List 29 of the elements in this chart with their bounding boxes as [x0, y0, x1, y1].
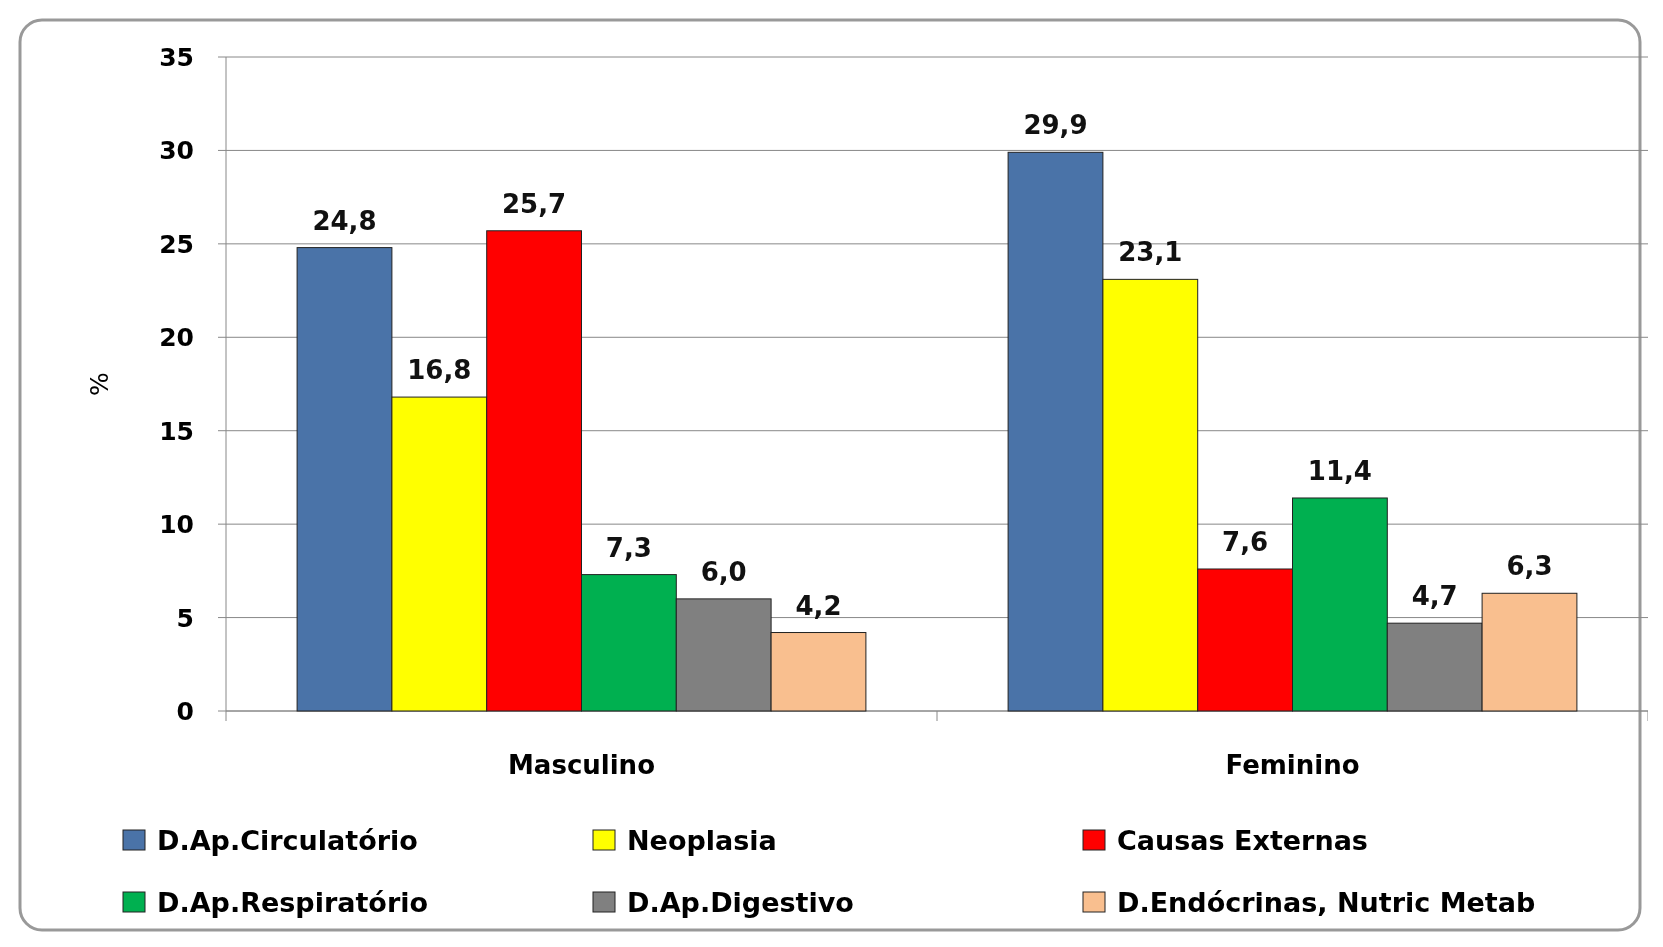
- x-tick-label: Masculino: [507, 750, 656, 780]
- legend-label: D.Ap.Respiratório: [157, 887, 429, 918]
- data-label: 25,7: [502, 188, 567, 219]
- y-tick-label: 5: [176, 603, 194, 633]
- data-label: 16,8: [407, 355, 472, 386]
- x-tick-label: Feminino: [1225, 750, 1360, 780]
- y-axis-title: %: [85, 372, 114, 396]
- data-label: 4,2: [795, 590, 842, 621]
- y-tick-label: 10: [159, 510, 194, 540]
- y-tick-label: 15: [159, 416, 194, 446]
- data-label: 4,7: [1411, 581, 1458, 612]
- legend-label: D.Endócrinas, Nutric Metab: [1117, 887, 1536, 918]
- data-label: 11,4: [1307, 455, 1372, 486]
- y-tick-label: 20: [159, 323, 194, 353]
- legend-label: D.Ap.Digestivo: [627, 887, 854, 918]
- legend-label: Neoplasia: [627, 825, 777, 856]
- y-tick-label: 35: [159, 43, 194, 72]
- data-label: 6,3: [1506, 551, 1553, 582]
- data-label: 23,1: [1118, 237, 1183, 268]
- y-tick-label: 0: [176, 697, 194, 726]
- y-tick-label: 30: [159, 136, 194, 166]
- legend-label: Causas Externas: [1117, 825, 1368, 856]
- data-label: 6,0: [700, 556, 747, 587]
- y-tick-label: 25: [159, 229, 194, 259]
- data-label: 7,6: [1222, 526, 1269, 557]
- data-label: 29,9: [1023, 110, 1088, 141]
- legend-label: D.Ap.Circulatório: [157, 825, 418, 856]
- data-label: 7,3: [605, 532, 652, 563]
- data-label: 24,8: [312, 205, 377, 236]
